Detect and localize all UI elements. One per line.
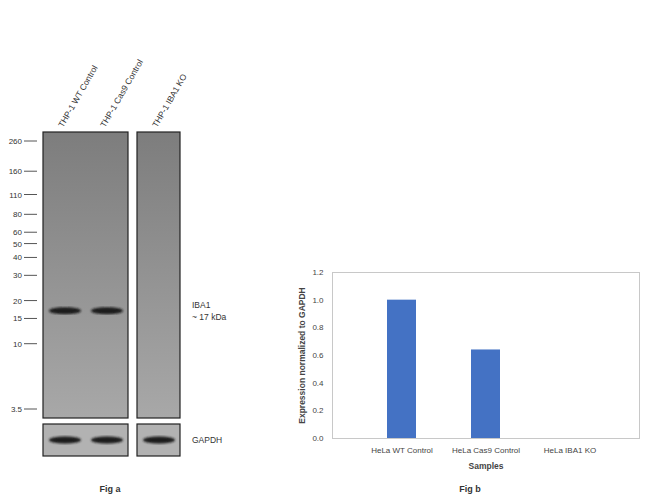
svg-text:80: 80 xyxy=(13,210,22,219)
svg-text:0.0: 0.0 xyxy=(312,434,324,443)
html-text:Fig b: Fig b xyxy=(459,484,481,494)
svg-text:15: 15 xyxy=(13,314,22,323)
svg-text:~ 17 kDa: ~ 17 kDa xyxy=(192,312,227,322)
svg-text:160: 160 xyxy=(9,167,23,176)
svg-text:HeLa IBA1 KO: HeLa IBA1 KO xyxy=(544,446,596,455)
svg-text:0.4: 0.4 xyxy=(312,379,324,388)
svg-text:110: 110 xyxy=(9,191,22,200)
svg-text:20: 20 xyxy=(13,297,22,306)
svg-text:THP-1 WT Control: THP-1 WT Control xyxy=(56,64,100,129)
svg-text:THP-1 IBA1 KO: THP-1 IBA1 KO xyxy=(150,72,189,129)
svg-text:0.2: 0.2 xyxy=(312,406,324,415)
svg-text:GAPDH: GAPDH xyxy=(192,435,222,445)
svg-text:Expression normalized to GAPDH: Expression normalized to GAPDH xyxy=(297,287,307,424)
svg-text:3.5: 3.5 xyxy=(11,405,23,414)
svg-text:THP-1 Cas9 Control: THP-1 Cas9 Control xyxy=(98,58,145,129)
svg-text:260: 260 xyxy=(9,137,23,146)
svg-text:Samples: Samples xyxy=(469,461,504,471)
svg-text:50: 50 xyxy=(13,240,22,249)
svg-text:40: 40 xyxy=(13,253,22,262)
svg-text:HeLa WT Control: HeLa WT Control xyxy=(371,446,433,455)
svg-text:0.8: 0.8 xyxy=(312,323,324,332)
svg-text:1.0: 1.0 xyxy=(312,296,324,305)
svg-text:30: 30 xyxy=(13,271,22,280)
svg-text:0.6: 0.6 xyxy=(312,351,324,360)
svg-text:60: 60 xyxy=(13,228,22,237)
html-text:Fig a: Fig a xyxy=(99,484,121,494)
svg-text:IBA1: IBA1 xyxy=(192,300,211,310)
svg-text:HeLa Cas9 Control: HeLa Cas9 Control xyxy=(452,446,520,455)
svg-text:1.2: 1.2 xyxy=(312,268,324,277)
svg-text:10: 10 xyxy=(13,340,22,349)
